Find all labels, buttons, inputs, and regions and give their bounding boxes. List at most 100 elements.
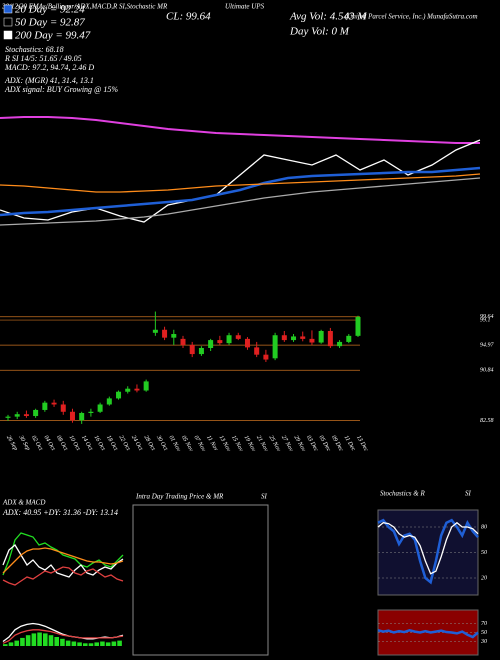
- info-text: ADX signal: BUY Growing @ 15%: [4, 85, 118, 94]
- histogram-bar: [65, 640, 71, 646]
- candle-body: [337, 341, 343, 347]
- candle-body: [152, 329, 158, 333]
- histogram-bar: [88, 643, 94, 646]
- panel-subtitle: SI: [465, 490, 472, 498]
- legend-label: 50 Day = 92.87: [15, 17, 85, 29]
- histogram-bar: [48, 635, 54, 646]
- series-line: [0, 116, 480, 144]
- candle-body: [51, 402, 57, 405]
- candle-body: [33, 409, 39, 417]
- candle-body: [189, 344, 195, 355]
- series-line: [2, 547, 124, 574]
- info-text: ADX: (MGR) 41, 31.4, 13.1: [4, 76, 94, 85]
- candle-body: [244, 338, 250, 348]
- series-line: [0, 139, 481, 223]
- candle-body: [235, 335, 241, 339]
- candle-body: [309, 338, 315, 343]
- histogram-bar: [100, 641, 105, 646]
- histogram-bar: [94, 642, 99, 646]
- series-line: [0, 173, 481, 193]
- candle-body: [106, 398, 112, 405]
- y-tick-label: 30: [480, 639, 487, 645]
- series-line: [0, 177, 481, 226]
- histogram-bar: [14, 640, 19, 646]
- candle-body: [88, 411, 94, 413]
- candle-body: [79, 412, 85, 421]
- candle-body: [263, 354, 269, 360]
- candle-body: [355, 317, 361, 336]
- histogram-bar: [37, 632, 42, 646]
- info-text: R SI 14/5: 51.65 / 49.05: [4, 54, 82, 63]
- y-tick-label: 50: [481, 630, 487, 636]
- candle-body: [318, 330, 324, 343]
- histogram-bar: [60, 638, 65, 646]
- panel-subtitle: SI: [261, 493, 268, 501]
- candle-body: [272, 335, 278, 359]
- series-line: [2, 566, 124, 586]
- histogram-bar: [71, 641, 77, 646]
- histogram-bar: [77, 642, 82, 646]
- y-tick-label: 94.97: [480, 342, 495, 349]
- histogram-bar: [31, 633, 37, 646]
- legend-swatch: [3, 17, 13, 27]
- histogram-bar: [54, 637, 59, 646]
- y-tick-label: 99.1: [480, 317, 491, 323]
- info-text: MACD: 97.2, 94.74, 2.46 D: [4, 63, 94, 72]
- y-tick-label: 99.64: [480, 313, 494, 320]
- candle-body: [5, 416, 11, 418]
- legend-swatch: [3, 30, 13, 40]
- panel-title: Stochastics & R: [380, 490, 425, 498]
- legend-label: 200 Day = 99.47: [15, 30, 91, 42]
- candle-body: [180, 338, 186, 345]
- candle-body: [125, 388, 131, 392]
- series-line: [2, 544, 124, 578]
- day-vol: Day Vol: 0 M: [289, 26, 350, 38]
- panel-border: [132, 504, 269, 656]
- candle-body: [300, 336, 306, 339]
- candle-body: [291, 336, 297, 341]
- panel-title: ADX & MACD: [2, 499, 45, 507]
- candle-body: [346, 335, 352, 342]
- candle-body: [143, 381, 149, 391]
- candle-body: [69, 411, 75, 421]
- candle-body: [134, 388, 140, 391]
- header-ticker: Ultimate UPS: [225, 3, 265, 11]
- candle-body: [254, 347, 260, 355]
- avg-vol: Avg Vol: 4.543 M: [289, 11, 367, 23]
- series-line: [2, 532, 124, 576]
- candle-body: [14, 414, 20, 417]
- candle-body: [217, 340, 223, 344]
- candle-body: [116, 391, 122, 399]
- legend-label: 20 Day = 92.24: [15, 4, 85, 16]
- panel-title: Intra Day Trading Price & MR: [135, 493, 224, 501]
- y-tick-label: 20: [481, 575, 487, 581]
- y-tick-label: 90.84: [480, 367, 494, 374]
- candle-body: [198, 347, 204, 355]
- histogram-bar: [111, 641, 117, 646]
- histogram-bar: [117, 640, 122, 646]
- close: CL: 99.64: [166, 11, 211, 23]
- y-tick-label: 82.58: [480, 418, 494, 424]
- histogram-bar: [25, 635, 31, 646]
- series-line: [0, 166, 481, 217]
- header-company: (United Parcel Service, Inc.) MunafaSutr…: [345, 13, 478, 21]
- info-text: Stochastics: 68.18: [5, 45, 64, 54]
- candle-body: [208, 340, 214, 348]
- candle-body: [42, 402, 48, 410]
- histogram-bar: [83, 643, 88, 646]
- histogram-bar: [20, 637, 25, 646]
- header-title: 30/12/20 EMAs/Bollinger/ADX,MACD,R SI,St…: [1, 3, 168, 11]
- panel-subtitle: ADX: 40.95 +DY: 31.36 -DY: 13.14: [2, 508, 118, 517]
- candle-body: [327, 330, 333, 347]
- y-tick-label: 70: [481, 621, 487, 627]
- y-tick-label: 80: [481, 524, 487, 530]
- series-line: [2, 629, 124, 644]
- candle-body: [171, 334, 177, 338]
- candle-body: [97, 404, 103, 412]
- series-line: [377, 521, 479, 575]
- histogram-bar: [8, 642, 14, 646]
- histogram-bar: [43, 633, 48, 646]
- y-tick-label: 50: [481, 550, 487, 556]
- series-line: [377, 628, 479, 639]
